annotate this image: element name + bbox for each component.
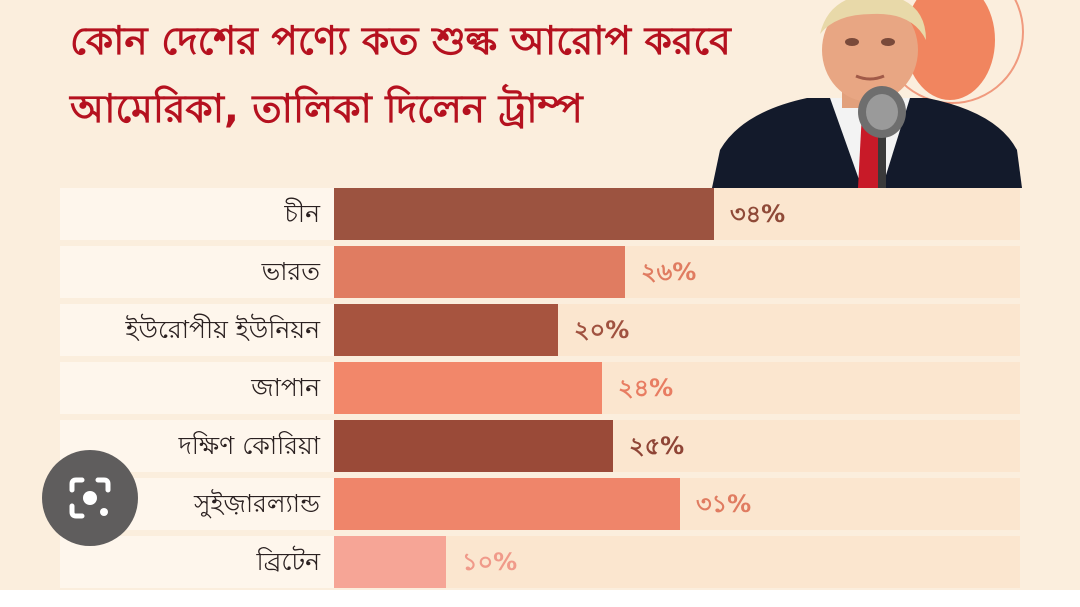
category-label-cell: ভারত <box>60 246 334 298</box>
chart-row: দক্ষিণ কোরিয়া ২৫% <box>60 420 1020 472</box>
camera-search-icon <box>69 477 111 519</box>
value-label: ২৬% <box>641 258 697 286</box>
category-label: চীন <box>284 199 320 228</box>
bar <box>334 478 680 530</box>
value-label: ২০% <box>574 316 630 344</box>
google-lens-button[interactable] <box>42 450 138 546</box>
bar <box>334 304 558 356</box>
category-label-cell: ব্রিটেন <box>60 536 334 588</box>
value-label: ১০% <box>462 548 518 576</box>
category-label: ভারত <box>261 257 320 286</box>
bar <box>334 246 625 298</box>
value-label: ৩৪% <box>730 200 786 228</box>
category-label: জাপান <box>251 373 320 402</box>
bar <box>334 420 613 472</box>
category-label-cell: চীন <box>60 188 334 240</box>
bar <box>334 536 446 588</box>
chart-row: ব্রিটেন ১০% <box>60 536 1020 588</box>
chart-row: চীন ৩৪% <box>60 188 1020 240</box>
bar <box>334 362 602 414</box>
category-label: ব্রিটেন <box>256 547 320 576</box>
category-label-cell: জাপান <box>60 362 334 414</box>
chart-title: কোন দেশের পণ্যে কত শুল্ক আরোপ করবে আমেরি… <box>70 8 770 144</box>
chart-row: ভারত ২৬% <box>60 246 1020 298</box>
category-label: সুইজ়ারল্যান্ড <box>194 489 320 518</box>
value-label: ২৪% <box>618 374 674 402</box>
chart-row: জাপান ২৪% <box>60 362 1020 414</box>
category-label-cell: ইউরোপীয় ইউনিয়ন <box>60 304 334 356</box>
category-label: ইউরোপীয় ইউনিয়ন <box>125 315 320 344</box>
infographic-card: কোন দেশের পণ্যে কত শুল্ক আরোপ করবে আমেরি… <box>0 0 1080 590</box>
speaker-photo <box>712 0 1022 188</box>
chart-row: সুইজ়ারল্যান্ড ৩১% <box>60 478 1020 530</box>
title-line-1: কোন দেশের পণ্যে কত শুল্ক আরোপ করবে <box>70 19 731 64</box>
value-label: ৩১% <box>696 490 752 518</box>
value-label: ২৫% <box>629 432 685 460</box>
chart-row: ইউরোপীয় ইউনিয়ন ২০% <box>60 304 1020 356</box>
category-label: দক্ষিণ কোরিয়া <box>178 431 320 460</box>
title-line-2: আমেরিকা, তালিকা দিলেন ট্রাম্প <box>70 87 583 132</box>
bar <box>334 188 714 240</box>
